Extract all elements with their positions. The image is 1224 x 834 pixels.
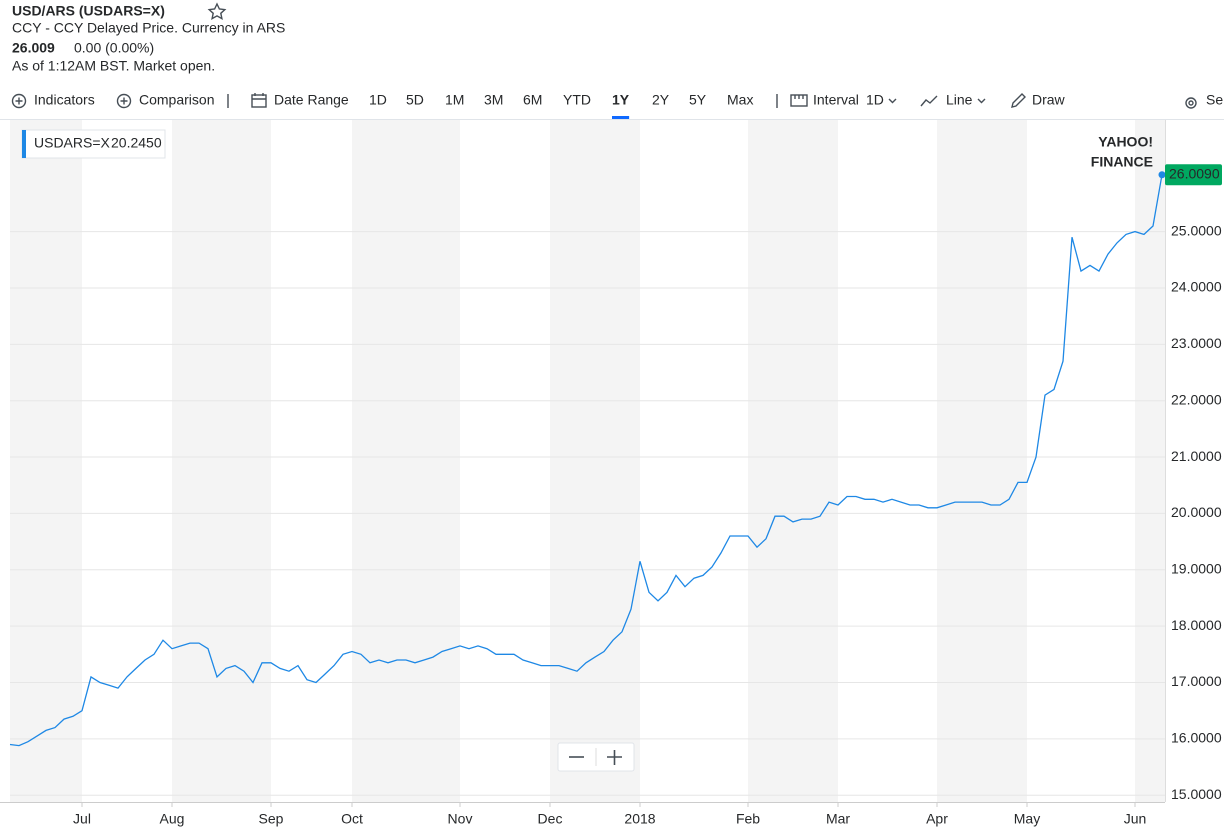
favorite-star[interactable]: [207, 2, 227, 20]
watermark: YAHOO!: [1098, 134, 1153, 150]
zoom-in[interactable]: [607, 750, 622, 765]
toolbar-item[interactable]: 1D: [866, 92, 884, 108]
y-tick-label: 16.0000: [1171, 730, 1222, 746]
market-status: As of 1:12AM BST. Market open.: [12, 58, 215, 74]
x-tick-label: Oct: [341, 811, 363, 827]
toolbar-item[interactable]: Se: [1206, 92, 1223, 108]
month-band: [172, 120, 271, 802]
x-tick-label: Jun: [1124, 811, 1147, 827]
toolbar-item[interactable]: 5D: [406, 92, 424, 108]
y-tick-label: 25.0000: [1171, 222, 1222, 238]
x-tick-label: Mar: [826, 811, 850, 827]
x-tick-label: Sep: [259, 811, 284, 827]
toolbar-item[interactable]: 1Y: [612, 92, 630, 108]
last-point: [1158, 171, 1166, 179]
toolbar-item[interactable]: 1D: [369, 92, 387, 108]
toolbar-item[interactable]: YTD: [563, 92, 591, 108]
toolbar-item[interactable]: 1M: [445, 92, 464, 108]
month-band: [352, 120, 460, 802]
y-tick-label: 24.0000: [1171, 279, 1222, 295]
active-underline: [612, 116, 630, 119]
x-tick-label: Aug: [160, 811, 185, 827]
toolbar-item[interactable]: Max: [727, 92, 753, 108]
y-tick-label: 21.0000: [1171, 448, 1222, 464]
toolbar-icons: [0, 93, 1224, 120]
toolbar-item[interactable]: 3M: [484, 92, 503, 108]
price-label: 26.0090: [1169, 165, 1220, 181]
legend-swatch: [22, 130, 26, 158]
month-band: [550, 120, 640, 802]
x-tick-label: May: [1014, 811, 1040, 827]
title: USD/ARS (USDARS=X): [12, 3, 165, 19]
x-tick-label: Nov: [448, 811, 473, 827]
toolbar-item[interactable]: 2Y: [652, 92, 670, 108]
x-tick-label: Apr: [926, 811, 948, 827]
y-tick-label: 17.0000: [1171, 673, 1222, 689]
month-band: [1135, 120, 1165, 802]
subtitle: CCY - CCY Delayed Price. Currency in ARS: [12, 20, 285, 36]
legend-box: [21, 129, 166, 159]
price-change: 0.00 (0.00%): [74, 40, 154, 56]
toolbar-item[interactable]: 6M: [523, 92, 542, 108]
toolbar-item[interactable]: Line: [946, 92, 973, 108]
price-label-bg: [1165, 164, 1222, 186]
month-band: [748, 120, 838, 802]
y-tick-label: 18.0000: [1171, 617, 1222, 633]
month-band: [10, 120, 82, 802]
toolbar-item[interactable]: Comparison: [139, 92, 214, 108]
y-tick-label: 22.0000: [1171, 391, 1222, 407]
zoom-control: [557, 742, 635, 772]
watermark: FINANCE: [1091, 154, 1153, 170]
toolbar-item[interactable]: Date Range: [274, 92, 349, 108]
y-tick-label: 23.0000: [1171, 335, 1222, 351]
x-tick-label: Dec: [538, 811, 563, 827]
legend-name: USDARS=X: [34, 135, 111, 151]
y-tick-label: 20.0000: [1171, 504, 1222, 520]
x-tick-label: 2018: [624, 811, 655, 827]
legend-value: 20.2450: [111, 135, 162, 151]
toolbar-item[interactable]: 5Y: [689, 92, 707, 108]
y-tick-label: 19.0000: [1171, 560, 1222, 576]
toolbar-item[interactable]: Interval: [813, 92, 859, 108]
y-tick-label: 15.0000: [1171, 786, 1222, 802]
toolbar-item[interactable]: Indicators: [34, 92, 95, 108]
x-tick-label: Jul: [73, 811, 91, 827]
price-line: [9, 174, 1163, 747]
toolbar-item[interactable]: Draw: [1032, 92, 1066, 108]
price: 26.009: [12, 40, 55, 56]
x-tick-label: Feb: [736, 811, 760, 827]
month-band: [937, 120, 1027, 802]
